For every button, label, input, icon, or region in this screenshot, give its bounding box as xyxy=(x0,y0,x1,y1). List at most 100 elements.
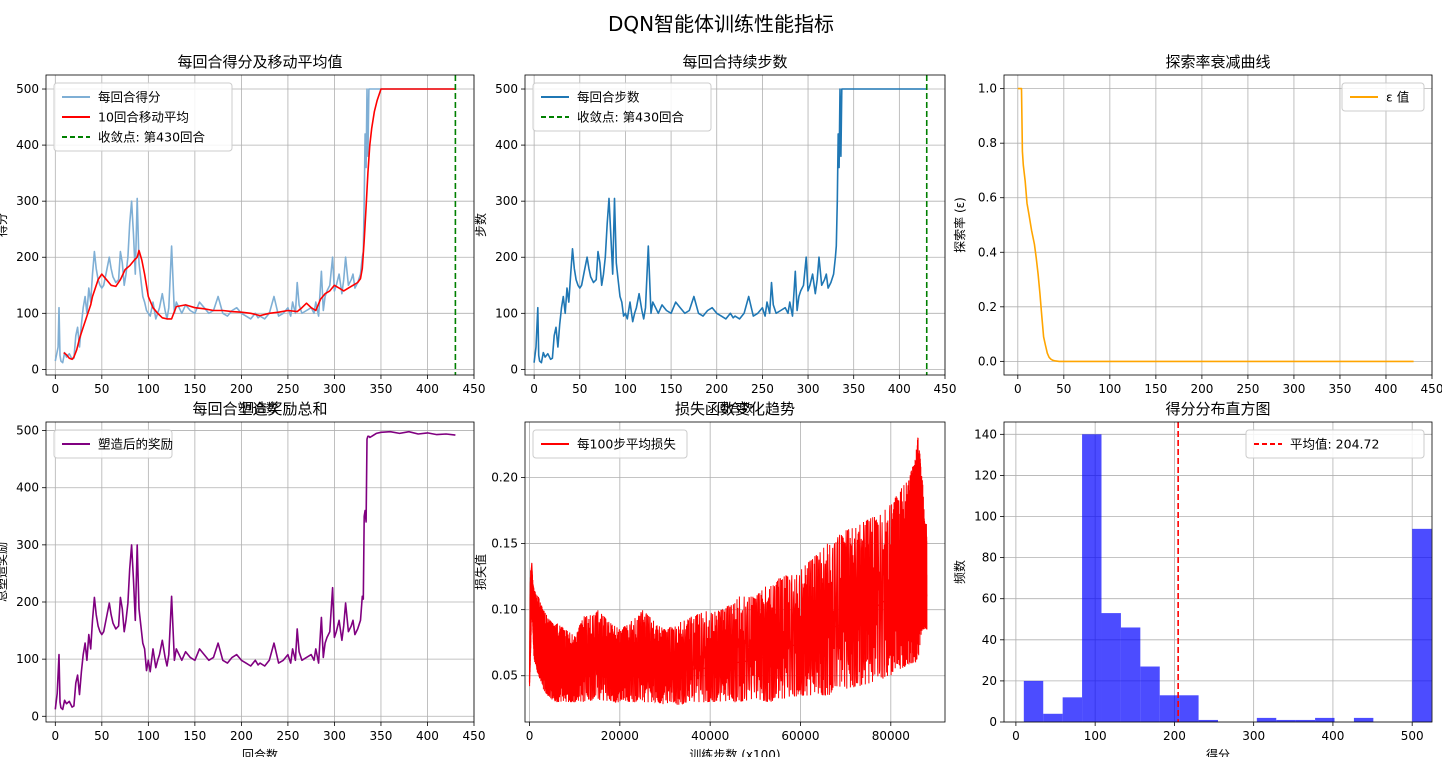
y-axis-label: 频数 xyxy=(952,560,967,584)
y-tick-label: 0.05 xyxy=(491,669,518,683)
x-tick-label: 100 xyxy=(1084,729,1107,743)
y-tick-label: 500 xyxy=(16,82,39,96)
x-axis-label: 训练步数 (x100) xyxy=(689,747,780,757)
legend-label: 每回合步数 xyxy=(577,90,640,105)
legend: 平均值: 204.72 xyxy=(1245,429,1425,459)
x-tick-label: 250 xyxy=(1236,382,1259,396)
series-line-band-1 xyxy=(529,437,928,705)
x-tick-label: 400 xyxy=(888,382,911,396)
y-tick-label: 300 xyxy=(495,194,518,208)
y-axis-label: 步数 xyxy=(473,213,488,237)
series-line-1 xyxy=(533,88,927,364)
x-tick-label: 250 xyxy=(276,729,299,743)
x-tick-label: 500 xyxy=(1401,729,1424,743)
legend-label: 每100步平均损失 xyxy=(577,437,676,452)
y-tick-label: 0 xyxy=(31,362,39,376)
x-tick-label: 50 xyxy=(94,382,109,396)
y-tick-label: 0.6 xyxy=(978,191,997,205)
x-tick-label: 250 xyxy=(276,382,299,396)
y-tick-label: 500 xyxy=(16,424,39,438)
y-tick-label: 40 xyxy=(982,633,997,647)
chart-panel-4: 0 50 100 150 200 250 300 350 400 450 0 100 200 300 400… xyxy=(0,400,485,757)
panel-title: 每回合得分及移动平均值 xyxy=(177,53,342,71)
chart-panel-3: 0 50 100 150 200 250 300 350 400 450 0.0 0.2 0.4 0.6 0… xyxy=(952,53,1442,396)
x-tick-label: 50 xyxy=(94,729,109,743)
y-tick-label: 80 xyxy=(982,551,997,565)
y-tick-label: 0.8 xyxy=(978,136,997,150)
x-tick-label: 300 xyxy=(1242,729,1265,743)
histogram-bar xyxy=(1159,695,1180,722)
legend-box xyxy=(53,429,173,459)
plot-area xyxy=(1023,422,1432,722)
x-tick-label: 0 xyxy=(51,729,59,743)
plot-area xyxy=(1017,87,1414,363)
x-tick-label: 40000 xyxy=(691,729,729,743)
y-tick-label: 140 xyxy=(974,427,997,441)
legend-box xyxy=(1245,429,1425,459)
histogram-bar xyxy=(1179,695,1199,722)
x-axis-label: 得分 xyxy=(1206,747,1230,757)
x-tick-label: 350 xyxy=(842,382,865,396)
histogram-bar xyxy=(1276,719,1296,722)
axes-frame xyxy=(1003,74,1433,376)
panel-title: 每回合持续步数 xyxy=(682,53,787,71)
x-tick-label: 400 xyxy=(1321,729,1344,743)
legend-label: 每回合得分 xyxy=(98,90,161,105)
x-tick-label: 450 xyxy=(463,382,486,396)
legend-label: 塑造后的奖励 xyxy=(98,437,173,452)
y-tick-label: 60 xyxy=(982,592,997,606)
series-line-1 xyxy=(528,562,928,683)
x-tick-label: 300 xyxy=(323,729,346,743)
panel-title: 得分分布直方图 xyxy=(1165,400,1270,418)
panel-title: 每回合塑造奖励总和 xyxy=(192,400,327,418)
axes-frame xyxy=(45,74,475,376)
axes-frame xyxy=(45,421,475,723)
axes-frame xyxy=(524,74,946,376)
y-tick-label: 20 xyxy=(982,674,997,688)
y-axis-label: 损失值 xyxy=(473,554,488,590)
legend-label: 收敛点: 第430回合 xyxy=(98,130,206,145)
y-tick-label: 200 xyxy=(495,250,518,264)
x-tick-label: 300 xyxy=(797,382,820,396)
x-tick-label: 200 xyxy=(230,382,253,396)
y-tick-label: 0.4 xyxy=(978,245,997,259)
figure-title: DQN智能体训练性能指标 xyxy=(608,12,834,36)
histogram-bar xyxy=(1198,719,1218,722)
series-line-1 xyxy=(1017,87,1414,363)
legend: ε 值 xyxy=(1341,82,1425,112)
y-tick-label: 120 xyxy=(974,468,997,482)
x-tick-label: 0 xyxy=(530,382,538,396)
histogram-bar xyxy=(1315,717,1335,722)
histogram-bar xyxy=(1082,434,1102,722)
y-tick-label: 0.0 xyxy=(978,354,997,368)
x-tick-label: 350 xyxy=(370,729,393,743)
x-tick-label: 400 xyxy=(1375,382,1398,396)
x-tick-label: 20000 xyxy=(601,729,639,743)
x-tick-label: 150 xyxy=(183,729,206,743)
x-tick-label: 200 xyxy=(705,382,728,396)
x-tick-label: 0 xyxy=(1012,729,1020,743)
y-tick-label: 100 xyxy=(974,510,997,524)
histogram-bar xyxy=(1101,613,1121,722)
x-tick-label: 450 xyxy=(1421,382,1442,396)
legend-label: 10回合移动平均 xyxy=(98,110,189,125)
x-tick-label: 150 xyxy=(1144,382,1167,396)
histogram-bar xyxy=(1140,666,1160,722)
legend-label: ε 值 xyxy=(1386,90,1409,105)
x-axis-label: 回合数 xyxy=(242,747,278,757)
axes-frame xyxy=(1003,421,1433,723)
x-tick-label: 400 xyxy=(416,382,439,396)
x-tick-label: 350 xyxy=(1329,382,1352,396)
legend: 每100步平均损失 xyxy=(532,429,688,459)
chart-panel-1: 0 50 100 150 200 250 300 350 400 450 0 100 200 300 400… xyxy=(0,53,485,415)
plot-area xyxy=(54,75,457,375)
y-tick-label: 100 xyxy=(16,652,39,666)
x-tick-label: 100 xyxy=(137,729,160,743)
y-axis-label: 总塑造奖励 xyxy=(0,542,9,602)
y-tick-label: 0.2 xyxy=(978,300,997,314)
x-tick-label: 200 xyxy=(1190,382,1213,396)
x-tick-label: 200 xyxy=(230,729,253,743)
y-tick-label: 400 xyxy=(16,481,39,495)
x-tick-label: 400 xyxy=(416,729,439,743)
